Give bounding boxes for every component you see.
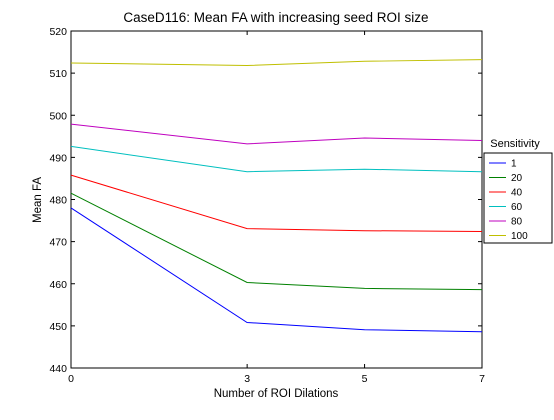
legend-item: 20 [489,173,523,184]
legend-label: 40 [511,188,523,199]
x-tick-label: 3 [244,373,250,385]
series-line-40 [70,174,483,232]
x-tick-label: 7 [479,373,485,385]
x-tick-label: 0 [68,373,74,385]
series-line-60 [70,145,483,173]
series-lines [70,59,483,333]
legend-label: 100 [511,231,528,242]
legend-title: Sensitivity [490,138,540,150]
legend-label: 1 [511,159,517,170]
series-line-1 [70,207,483,333]
axis-ticks [70,30,483,369]
y-tick-label: 520 [49,26,67,38]
x-axis-label: Number of ROI Dilations [214,388,339,400]
series-line-100 [70,59,483,67]
chart-title: CaseD116: Mean FA with increasing seed R… [123,10,428,25]
y-tick-label: 510 [49,68,67,80]
y-tick-label: 470 [49,237,67,249]
plot-area [70,30,483,369]
y-tick-label: 480 [49,195,67,207]
series-line-20 [70,192,483,291]
legend-label: 20 [511,173,523,184]
legend-label: 60 [511,202,523,213]
y-tick-label: 500 [49,110,67,122]
y-axis-label: Mean FA [32,177,44,223]
legend-item: 80 [489,217,523,228]
x-tick-labels: 0 3 5 7 [68,373,485,385]
y-tick-label: 490 [49,152,67,164]
y-tick-labels: 440 450 460 470 480 490 500 510 520 [49,26,67,375]
legend-item: 100 [489,231,528,242]
y-tick-label: 460 [49,279,67,291]
legend-item: 1 [489,159,517,170]
legend-box [483,152,553,244]
legend-item: 60 [489,202,523,213]
x-tick-label: 5 [362,373,368,385]
y-tick-label: 440 [49,363,67,375]
series-line-80 [70,123,483,145]
y-tick-label: 450 [49,321,67,333]
legend-item: 40 [489,188,523,199]
legend: 1 20 40 60 80 100 [489,159,528,242]
legend-label: 80 [511,217,523,228]
